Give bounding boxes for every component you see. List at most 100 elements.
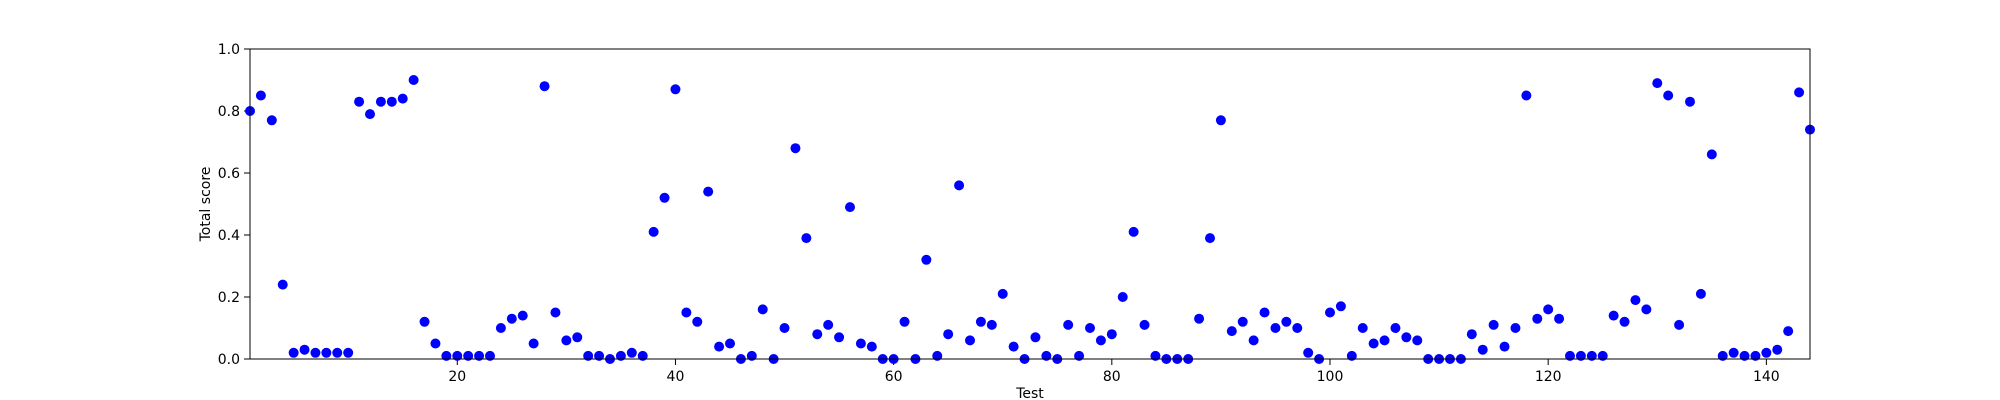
data-point [528,338,539,349]
data-point [343,347,354,358]
data-point [1401,332,1412,343]
data-point [1488,319,1499,330]
y-tick-label: 0.4 [218,228,240,244]
data-point [637,350,648,361]
x-tick-label: 60 [885,369,903,385]
data-point [943,329,954,340]
data-point [1030,332,1041,343]
data-point [823,319,834,330]
x-tick-label: 120 [1535,369,1562,385]
data-point [550,307,561,318]
x-tick-label: 140 [1753,369,1780,385]
data-point [1543,304,1554,315]
data-point [1303,347,1314,358]
data-point [1586,350,1597,361]
data-point [845,202,855,213]
data-point [277,279,288,290]
data-point [386,96,397,107]
data-point [1128,226,1139,237]
data-point [506,313,517,324]
y-axis-label: Total score [198,167,214,243]
data-point [517,310,528,321]
data-point [255,90,266,101]
data-point [1695,288,1706,299]
data-point [975,316,986,327]
data-point [1368,338,1379,349]
data-point [583,350,594,361]
data-point [299,344,310,355]
y-tick-label: 0.8 [218,104,240,120]
data-point [965,335,975,346]
data-point [375,96,386,107]
data-point [288,347,299,358]
data-point [485,350,495,361]
data-point [1346,350,1357,361]
data-point [757,304,768,315]
data-point [495,323,506,333]
data-point [1270,323,1281,333]
data-point [1532,313,1543,324]
data-point [354,96,365,107]
data-point [1477,344,1488,355]
data-point [1357,323,1368,333]
data-point [1205,233,1215,244]
data-point [1652,78,1663,89]
data-point [1095,335,1106,346]
data-point [681,307,692,318]
data-point [1750,350,1761,361]
data-point [692,316,703,327]
data-point [1259,307,1270,318]
data-point [932,350,943,361]
data-point [266,115,277,126]
data-point [474,350,485,361]
x-tick-label: 20 [448,369,466,385]
data-point [1248,335,1259,346]
data-point [1226,326,1237,337]
data-point [310,347,321,358]
data-point [1794,87,1805,98]
data-point [321,347,332,358]
data-point [1074,350,1085,361]
data-point [594,350,605,361]
data-point [1379,335,1390,346]
data-point [463,350,474,361]
data-point [714,341,725,352]
plot-frame [249,48,1811,360]
y-tick-label: 0.6 [218,166,240,182]
data-point [1641,304,1652,315]
data-point [430,338,441,349]
data-point [1117,292,1128,302]
data-point [419,316,430,327]
data-point [1063,319,1074,330]
data-point [1619,316,1630,327]
data-point [1565,350,1575,361]
data-point [1412,335,1423,346]
data-point [1150,350,1161,361]
data-point [1325,307,1335,318]
data-point [746,350,757,361]
data-point [1106,329,1117,340]
data-point [1292,323,1303,333]
data-point [1630,295,1641,306]
data-point [1335,301,1346,312]
data-point [1597,350,1608,361]
data-point [1674,319,1685,330]
data-point [332,347,343,358]
data-point [1521,90,1532,101]
x-tick-label: 40 [667,369,685,385]
data-point [954,180,965,191]
data-point [1783,326,1794,337]
points-layer [245,75,1815,364]
data-point [1390,323,1401,333]
data-point [899,316,910,327]
data-point [615,350,626,361]
data-point [801,233,812,244]
data-point [834,332,845,343]
data-point [1499,341,1510,352]
data-point [572,332,583,343]
data-point [1575,350,1586,361]
data-point [866,341,877,352]
y-tick-label: 0.0 [218,352,240,368]
y-tick-label: 1.0 [218,42,240,58]
